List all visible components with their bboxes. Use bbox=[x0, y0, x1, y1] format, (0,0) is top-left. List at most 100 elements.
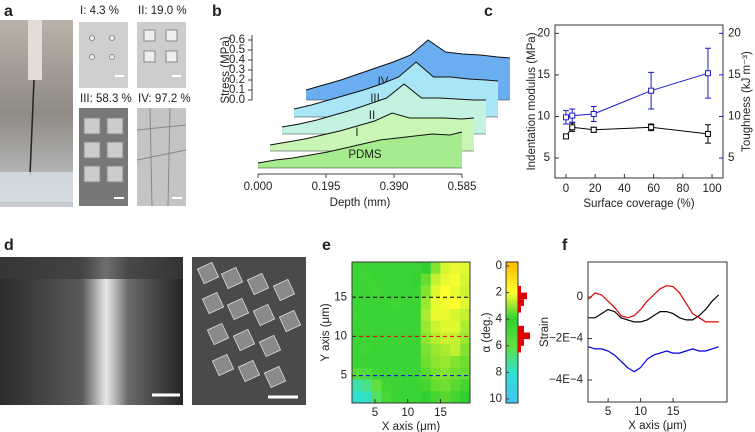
panel-label: b bbox=[212, 3, 222, 20]
heatmap-cell bbox=[440, 379, 451, 392]
y-tick-label: 0.6 bbox=[229, 34, 245, 46]
heatmap-cell bbox=[352, 262, 363, 275]
heatmap-cell bbox=[391, 379, 402, 392]
heatmap-cell bbox=[430, 262, 441, 275]
series-label: III bbox=[370, 93, 380, 105]
heatmap-cell bbox=[411, 344, 422, 357]
heatmap-cell bbox=[391, 285, 402, 298]
colorbar-cell bbox=[506, 262, 518, 265]
heatmap-cell bbox=[352, 344, 363, 357]
y-tick-label: 5 bbox=[341, 370, 347, 382]
data-point bbox=[704, 130, 711, 137]
colorbar-cell bbox=[506, 266, 518, 270]
heatmap-cell bbox=[430, 379, 441, 392]
heatmap-cell bbox=[450, 356, 461, 369]
heatmap-cell bbox=[440, 309, 451, 322]
heatmap-cell bbox=[391, 262, 402, 275]
heatmap-cell bbox=[440, 297, 451, 310]
heatmap-cell bbox=[411, 297, 422, 310]
y-tick-label: 0.0 bbox=[229, 94, 245, 106]
colorbar-cell bbox=[506, 299, 518, 303]
heatmap-cell bbox=[460, 356, 471, 369]
heatmap-cell bbox=[391, 356, 402, 369]
heatmap-cell bbox=[381, 344, 392, 357]
heatmap-cell bbox=[420, 297, 431, 310]
series-label: II bbox=[369, 110, 375, 122]
colorbar-cell bbox=[506, 386, 518, 390]
heatmap-cell bbox=[440, 356, 451, 369]
colorbar-tick-label: 4 bbox=[496, 313, 503, 325]
heatmap-cell bbox=[460, 285, 471, 298]
y-tick-label: 10 bbox=[334, 330, 347, 342]
colorbar-cell bbox=[506, 269, 518, 272]
colorbar-cell bbox=[506, 306, 518, 310]
y-tick-label: 15 bbox=[537, 69, 550, 81]
panel-label: f bbox=[562, 237, 568, 254]
heatmap-cell bbox=[430, 356, 441, 369]
colorbar-cell bbox=[506, 381, 518, 385]
y-tick-label: 0.1 bbox=[229, 84, 245, 96]
x-tick-label: 100 bbox=[702, 183, 721, 195]
heatmap-cell bbox=[430, 309, 441, 322]
photo-detail bbox=[83, 29, 187, 207]
heatmap-cell bbox=[430, 344, 441, 357]
heatmap-cell bbox=[430, 332, 441, 345]
y-axis-label: Y axis (μm) bbox=[320, 303, 332, 361]
heatmap-cell bbox=[411, 320, 422, 333]
colorbar-cell bbox=[506, 377, 518, 380]
x-tick-label: 10 bbox=[634, 406, 647, 418]
heatmap-cell bbox=[401, 320, 412, 333]
heatmap-cell bbox=[352, 297, 363, 310]
heatmap-cell bbox=[450, 285, 461, 298]
heatmap-cell bbox=[381, 285, 392, 298]
heatmap-cell bbox=[391, 297, 402, 310]
colorbar-cell bbox=[506, 341, 518, 345]
heatmap-cell bbox=[391, 309, 402, 322]
heatmap-cell bbox=[401, 309, 412, 322]
heatmap-cell bbox=[391, 344, 402, 357]
heatmap-cell bbox=[361, 391, 372, 404]
y-axis-label: Stress (MPa) bbox=[220, 36, 232, 103]
colorbar-label: α (deg.) bbox=[481, 312, 493, 352]
heatmap-cell bbox=[401, 262, 412, 275]
heatmap-cell bbox=[371, 379, 382, 392]
photo-caption: IV: 97.2 % bbox=[138, 93, 191, 105]
heatmap-cell bbox=[420, 320, 431, 333]
series-line bbox=[293, 61, 499, 110]
colorbar-cell bbox=[506, 363, 518, 366]
x-axis-label: X axis (μm) bbox=[382, 421, 441, 432]
y-tick-label: −4E−4 bbox=[549, 374, 583, 386]
colorbar-cell bbox=[506, 393, 518, 397]
heatmap-cell bbox=[440, 391, 451, 404]
x-axis-label: Depth (mm) bbox=[330, 197, 391, 209]
y-axis-label: Strain bbox=[539, 317, 551, 347]
heatmap-cell bbox=[352, 356, 363, 369]
heatmap-cell bbox=[381, 356, 392, 369]
heatmap-cell bbox=[352, 367, 363, 380]
heatmap-cell bbox=[411, 356, 422, 369]
x-tick-label: 5 bbox=[605, 406, 611, 418]
y-tick-label: 10 bbox=[537, 110, 550, 122]
heatmap-cell bbox=[411, 367, 422, 380]
colorbar-cell bbox=[506, 290, 518, 293]
x-tick-label: 0.390 bbox=[380, 181, 409, 193]
y-tick-label: 5 bbox=[544, 152, 550, 164]
colorbar-cell bbox=[506, 395, 518, 399]
histogram-bar bbox=[518, 305, 521, 313]
heatmap-cell bbox=[361, 262, 372, 275]
heatmap-cell bbox=[361, 273, 372, 286]
heatmap-cell bbox=[430, 285, 441, 298]
colorbar-cell bbox=[506, 285, 518, 289]
colorbar-cell bbox=[506, 311, 518, 315]
heatmap-cell bbox=[460, 262, 471, 275]
heatmap-cell bbox=[430, 273, 441, 286]
x-tick-label: 20 bbox=[589, 183, 602, 195]
histogram-bar bbox=[518, 299, 524, 306]
data-point bbox=[648, 87, 655, 94]
histogram-bar bbox=[518, 332, 530, 340]
heatmap-cell bbox=[381, 391, 392, 404]
colorbar-tick-label: 8 bbox=[496, 366, 502, 378]
heatmap-cell bbox=[352, 332, 363, 345]
heatmap-cell bbox=[440, 320, 451, 333]
heatmap-cell bbox=[401, 332, 412, 345]
